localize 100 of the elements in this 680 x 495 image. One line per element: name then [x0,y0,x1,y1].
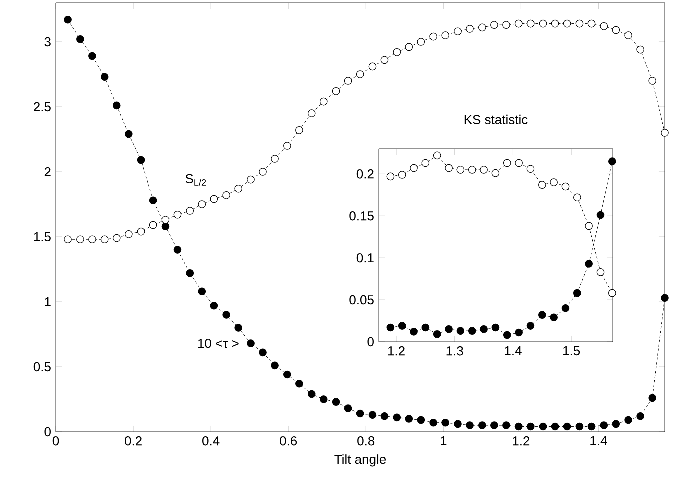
point [562,304,570,312]
point [64,16,72,24]
point [88,52,96,60]
point [454,28,462,36]
point [64,236,72,244]
point [608,289,616,298]
point [162,222,170,230]
point [380,56,389,64]
x-tick-label: 1.5 [564,346,580,356]
x-tick-label: 0.6 [280,436,298,446]
point [576,422,584,431]
chart-title: KS statistic [464,114,528,124]
point [259,168,267,176]
point [550,178,558,186]
point [562,182,570,191]
point [234,184,242,193]
point [624,32,632,40]
point [526,20,535,28]
point [380,412,389,420]
point [405,43,414,52]
point [624,416,632,424]
point [502,21,510,29]
point [480,166,488,174]
point [585,222,593,230]
point [410,164,418,172]
point [574,289,582,298]
point [332,398,340,406]
point [636,412,644,420]
point [422,159,430,168]
point [576,20,584,28]
point [551,20,560,28]
y-tick-label: 0.5 [34,362,51,372]
point [478,24,486,32]
point [600,422,608,430]
point [259,348,267,357]
point [490,21,498,29]
point [550,314,558,322]
x-tick-label: 1.2 [388,346,405,356]
point [563,422,572,431]
point [515,159,523,168]
y-tick-label: 2.5 [34,102,51,112]
point [468,327,476,335]
point [430,32,438,41]
point [186,269,194,278]
x-tick-label: 1.2 [513,436,530,446]
x-tick-label: 1.4 [590,436,608,446]
point [210,195,218,204]
point [174,246,182,254]
point [539,20,548,28]
point [247,340,255,348]
point [308,390,316,398]
point [417,38,426,46]
point [456,327,465,335]
y-tick-label: 1.5 [34,232,51,242]
y-tick-label: 0.05 [350,295,374,305]
point [398,322,406,330]
point [466,25,474,33]
point [442,418,450,427]
point [149,196,158,204]
point [247,176,255,184]
point [480,326,488,334]
point [538,311,546,320]
point [433,152,442,160]
point [503,331,512,340]
point [174,210,182,219]
point [492,324,500,332]
point [445,326,453,334]
point [368,411,377,419]
point [502,422,510,430]
point [514,422,523,431]
x-tick-label: 1.3 [446,346,464,356]
point [332,87,340,96]
y-tick-label: 0.15 [350,212,374,221]
point [112,102,121,110]
point [76,35,84,44]
point [636,46,644,54]
point [368,62,377,71]
y-tick-label: 0.1 [356,253,374,263]
point [492,169,500,178]
point [222,311,230,319]
point [514,20,523,28]
point [88,236,96,244]
point [454,420,462,428]
x-tick-label: 0 [52,436,60,446]
point [320,98,328,106]
point [296,126,304,134]
point [198,288,206,296]
point [422,324,430,332]
point [538,181,546,189]
point [526,322,535,330]
point [490,422,498,430]
x-tick-label: 1.4 [505,346,522,356]
point [271,362,279,370]
point [393,414,402,422]
point [308,110,316,118]
point [100,236,109,244]
point [445,164,453,172]
point [433,330,442,338]
point [284,370,292,379]
x-axis-title: Tilt angle [334,454,386,467]
